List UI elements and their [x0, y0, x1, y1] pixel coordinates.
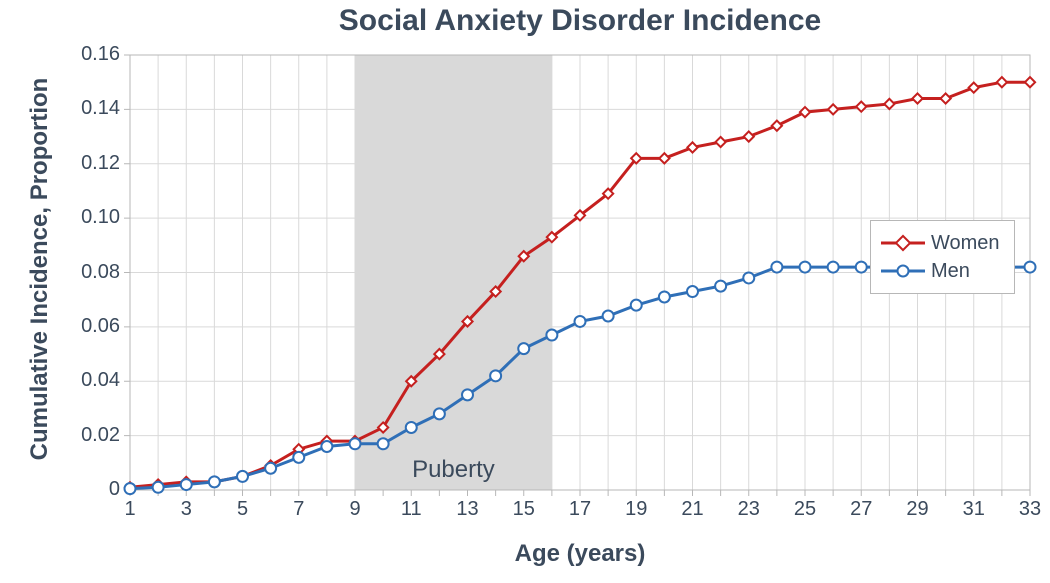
x-tick-label: 1	[115, 498, 145, 521]
x-tick-label: 3	[171, 498, 201, 521]
y-tick-label: 0.12	[81, 152, 120, 175]
x-tick-label: 15	[509, 498, 539, 521]
legend: Women Men	[870, 220, 1015, 294]
x-tick-label: 17	[565, 498, 595, 521]
x-tick-label: 23	[734, 498, 764, 521]
x-tick-label: 9	[340, 498, 370, 521]
chart-container: Social Anxiety Disorder Incidence Cumula…	[0, 0, 1050, 583]
x-tick-label: 29	[903, 498, 933, 521]
x-tick-label: 21	[678, 498, 708, 521]
x-tick-label: 19	[621, 498, 651, 521]
legend-row-men: Men	[881, 257, 1000, 285]
legend-label-women: Women	[931, 232, 1000, 255]
x-tick-label: 13	[453, 498, 483, 521]
puberty-label: Puberty	[393, 456, 513, 484]
legend-swatch-women	[881, 233, 925, 253]
y-tick-label: 0.14	[81, 97, 120, 120]
y-tick-label: 0.02	[81, 424, 120, 447]
x-tick-label: 7	[284, 498, 314, 521]
x-tick-label: 27	[846, 498, 876, 521]
x-tick-label: 25	[790, 498, 820, 521]
x-tick-label: 11	[396, 498, 426, 521]
y-tick-label: 0.10	[81, 206, 120, 229]
x-tick-label: 31	[959, 498, 989, 521]
x-tick-label: 5	[228, 498, 258, 521]
legend-swatch-men	[881, 261, 925, 281]
x-tick-label: 33	[1015, 498, 1045, 521]
y-tick-label: 0.06	[81, 315, 120, 338]
legend-label-men: Men	[931, 260, 970, 283]
y-tick-label: 0.04	[81, 369, 120, 392]
legend-row-women: Women	[881, 229, 1000, 257]
y-tick-label: 0.08	[81, 261, 120, 284]
y-tick-label: 0.16	[81, 43, 120, 66]
